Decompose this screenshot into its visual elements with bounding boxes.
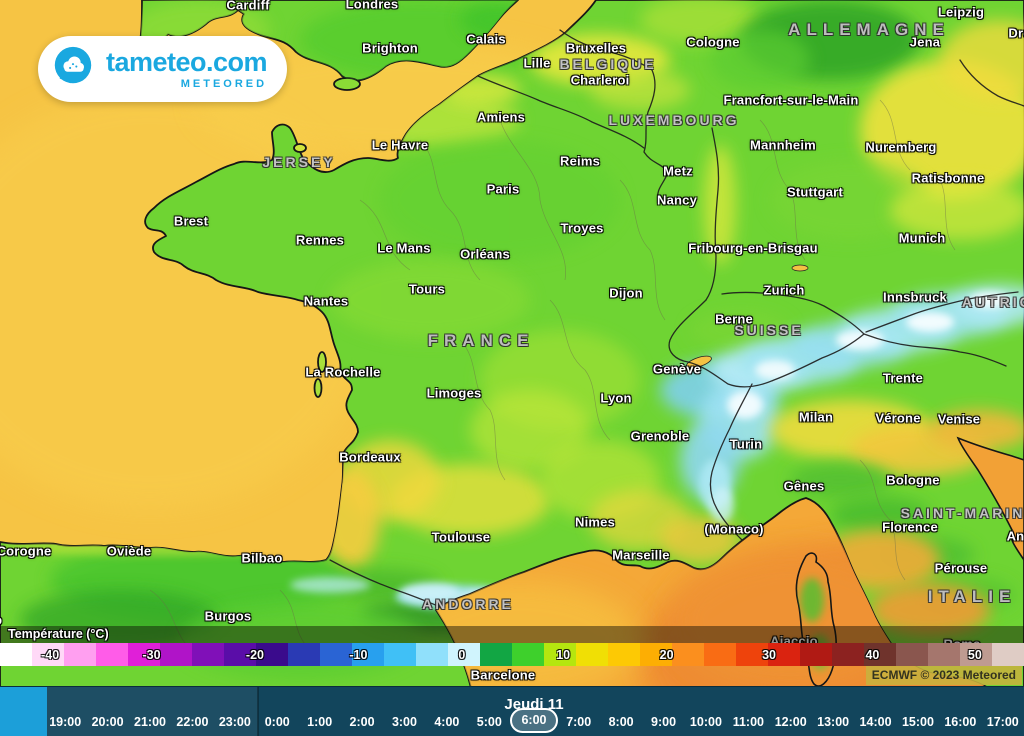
timeline-hour-selected: 6:00 (510, 708, 558, 733)
scale-tick-0: 0 (458, 647, 466, 662)
model-credit: ECMWF © 2023 Meteored (865, 666, 1022, 685)
timeline-hour-1300[interactable]: 13:00 (817, 715, 850, 729)
timeline-hours: 19:00 20:00 21:00 22:00 23:00 0:00 1:00 2:00 3:0… (44, 687, 1024, 736)
logo-cloud-icon (50, 44, 96, 95)
timeline-hour-100[interactable]: 1:00 (307, 715, 333, 729)
timeline-hour-200[interactable]: 2:00 (349, 715, 375, 729)
timeline-day-separator (257, 687, 259, 736)
logo: tameteo.com METEORED (38, 36, 288, 102)
scale-tick-30: 30 (762, 647, 776, 662)
scale-tick-minus30: -30 (142, 647, 161, 662)
timeline-hour-900[interactable]: 9:00 (651, 715, 677, 729)
legend-title: Température (°C) (8, 627, 109, 641)
timeline-day-label: Jeudi 11 (504, 696, 564, 713)
timeline-hour-600[interactable]: 6:00 (510, 708, 558, 736)
timeline-hour-800[interactable]: 8:00 (608, 715, 634, 729)
timeline-hour-2000[interactable]: 20:00 (91, 715, 124, 729)
timeline-previous-day-section (47, 687, 258, 736)
timeline-hour-700[interactable]: 7:00 (566, 715, 592, 729)
timeline-hour-2300[interactable]: 23:00 (218, 715, 251, 729)
timeline-hour-1100[interactable]: 11:00 (732, 715, 764, 729)
legend-band (0, 626, 1024, 643)
timeline-past-block[interactable] (0, 687, 47, 736)
timeline-hour-1600[interactable]: 16:00 (944, 715, 977, 729)
timeline-hour-1400[interactable]: 14:00 (859, 715, 892, 729)
timeline-hour-300[interactable]: 3:00 (391, 715, 417, 729)
timeline-hour-2200[interactable]: 22:00 (176, 715, 209, 729)
timeline-hour-2100[interactable]: 21:00 (134, 715, 166, 729)
scale-tick-20: 20 (659, 647, 674, 662)
timeline-hour-1500[interactable]: 15:00 (901, 715, 934, 729)
scale-tick-40: 40 (865, 647, 880, 662)
timeline-hour-1000[interactable]: 10:00 (689, 715, 722, 729)
timeline-hour-500[interactable]: 5:00 (476, 715, 502, 729)
logo-brand-text: tameteo.com (106, 46, 268, 77)
timeline-hour-400[interactable]: 4:00 (434, 715, 460, 729)
timeline-hour-1900[interactable]: 19:00 (49, 715, 82, 729)
timeline-hour-1200[interactable]: 12:00 (774, 715, 807, 729)
logo-sub-text: METEORED (180, 77, 268, 90)
scale-tick-minus20: -20 (245, 647, 265, 662)
scale-tick-minus10: -10 (349, 647, 368, 662)
temperature-scale: -40 -30 -20 -10 0 10 20 30 40 50 (0, 643, 1024, 666)
scale-tick-minus40: -40 (41, 647, 60, 662)
timeline-hour-1700[interactable]: 17:00 (986, 715, 1019, 729)
scale-tick-10: 10 (556, 647, 571, 662)
timeline-hour-000[interactable]: 0:00 (264, 715, 290, 729)
timeline[interactable]: 19:00 20:00 21:00 22:00 23:00 0:00 1:00 2:00 3:0… (0, 686, 1024, 736)
scale-tick-50: 50 (967, 647, 982, 662)
